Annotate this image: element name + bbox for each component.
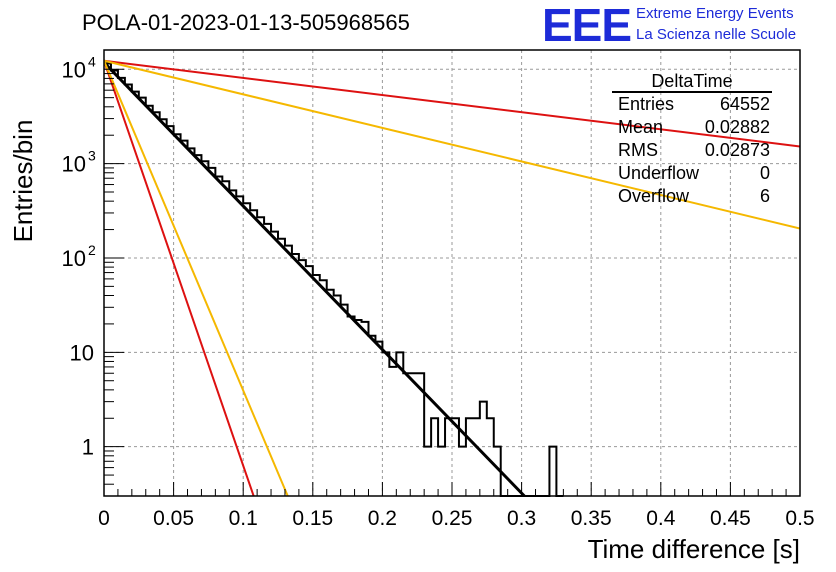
histogram-bin	[368, 336, 375, 496]
histogram-bin	[104, 64, 111, 496]
stats-box: DeltaTime Entries 64552 Mean 0.02882 RMS…	[612, 71, 780, 208]
histogram-bin	[257, 217, 264, 496]
histogram-bin	[160, 119, 167, 496]
histogram-bin	[118, 78, 125, 496]
y-tick-label: 10	[62, 57, 86, 82]
histogram-bin	[327, 290, 334, 496]
histogram-bin	[250, 210, 257, 496]
histogram-bin	[438, 447, 445, 496]
histogram-bin	[285, 246, 292, 496]
stats-value: 0.02882	[704, 117, 770, 137]
reference-line	[104, 59, 800, 230]
y-tick-label: 1	[82, 435, 94, 460]
histogram-bin	[431, 418, 438, 496]
histogram-bin	[201, 161, 208, 496]
histogram-bin	[403, 373, 410, 496]
y-tick-exponent: 2	[88, 242, 96, 258]
histogram-bin	[389, 367, 396, 496]
y-tick-label: 10	[70, 340, 94, 365]
chart-title: POLA-01-2023-01-13-505968565	[82, 10, 410, 35]
x-tick-label: 0.5	[785, 507, 814, 530]
stats-row: Overflow 6	[612, 185, 780, 208]
reference-line	[104, 60, 289, 496]
stats-label: RMS	[618, 140, 658, 160]
stats-row: RMS 0.02873	[612, 139, 780, 162]
x-tick-label: 0.1	[229, 507, 258, 530]
histogram-bin	[396, 352, 403, 496]
axes: 0 0.05 0.1 0.15 0.2 0.25 0.3 0.35 0.4 0.45 0.5 1 10 1…	[62, 49, 815, 530]
y-tick-label: 10	[62, 246, 86, 271]
histogram-outline	[104, 62, 564, 497]
fit-line-black	[104, 61, 526, 496]
stats-row: Underflow 0	[612, 162, 780, 185]
histogram-bin	[382, 352, 389, 496]
histogram-bin	[452, 418, 459, 496]
y-tick-label: 10	[62, 152, 86, 177]
histogram-bin	[480, 402, 487, 496]
fit-lines-layer	[104, 59, 800, 496]
y-axis-label: Entries/bin	[8, 120, 38, 243]
histogram-bin	[167, 126, 174, 496]
stats-row: Mean 0.02882	[612, 116, 780, 139]
x-tick-label: 0.4	[646, 507, 676, 530]
x-tick-label: 0	[98, 507, 110, 530]
histogram-bin	[292, 254, 299, 496]
histogram-bin	[410, 373, 417, 496]
stats-value: 0	[759, 163, 770, 183]
grid	[104, 50, 800, 496]
stats-value: 64552	[719, 94, 770, 114]
histogram-bin	[473, 418, 480, 496]
stats-label: Entries	[618, 94, 675, 114]
eee-logo: EEE Extreme Energy Events La Scienza nel…	[542, 0, 832, 51]
histogram-bin	[181, 141, 188, 496]
histogram-bin	[341, 305, 348, 496]
histogram-bin	[222, 181, 229, 496]
logo-line-1: Extreme Energy Events	[636, 5, 794, 22]
histogram-bin	[229, 190, 236, 496]
histogram-bin	[306, 266, 313, 496]
histogram-bin	[334, 296, 341, 496]
stats-value: 0.02873	[704, 140, 770, 160]
histogram-bin	[348, 316, 355, 496]
x-tick-label: 0.15	[292, 507, 333, 530]
histogram-bin	[459, 447, 466, 496]
stats-label: Underflow	[618, 163, 700, 183]
logo-mark: EEE	[542, 0, 632, 51]
histogram-bin	[125, 84, 132, 496]
x-tick-label: 0.3	[507, 507, 536, 530]
histogram-bin	[174, 134, 181, 496]
stats-value: 6	[759, 186, 770, 206]
y-tick-exponent: 3	[88, 148, 96, 164]
histogram-bin	[466, 418, 473, 496]
stats-box-title: DeltaTime	[612, 71, 772, 93]
stats-label: Mean	[618, 117, 664, 137]
histogram-layer	[104, 62, 564, 497]
histogram-bin	[299, 260, 306, 496]
reference-line	[104, 60, 255, 496]
x-axis-label: Time difference [s]	[588, 534, 800, 564]
histogram-bin	[278, 239, 285, 496]
histogram-bin	[243, 203, 250, 496]
x-tick-label: 0.35	[571, 507, 612, 530]
histogram-bin	[313, 275, 320, 496]
histogram-bin	[355, 320, 362, 496]
histogram-bin	[445, 418, 452, 496]
histogram-bin	[549, 447, 556, 496]
x-tick-label: 0.2	[368, 507, 397, 530]
histogram-bin	[362, 322, 369, 496]
histogram-bin	[375, 342, 382, 496]
reference-line	[104, 59, 800, 148]
x-tick-label: 0.45	[710, 507, 751, 530]
histogram-bin	[424, 447, 431, 496]
stats-label: Overflow	[618, 186, 690, 206]
x-tick-label: 0.25	[432, 507, 473, 530]
y-tick-exponent: 4	[88, 53, 96, 69]
x-tick-label: 0.05	[153, 507, 194, 530]
histogram-bin	[111, 71, 118, 496]
stats-row: Entries 64552	[612, 93, 780, 116]
logo-line-2: La Scienza nelle Scuole	[636, 26, 797, 43]
histogram-bin	[153, 112, 160, 496]
histogram-bin	[320, 280, 327, 496]
